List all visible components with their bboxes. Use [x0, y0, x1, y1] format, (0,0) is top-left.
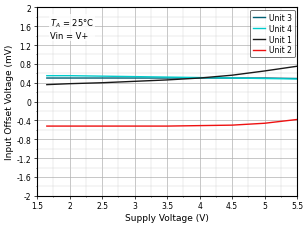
Unit 1 [68, 83, 71, 86]
Unit 3 [165, 77, 169, 80]
Unit 1 [198, 77, 201, 80]
Unit 3 [230, 77, 234, 80]
Unit 2 [198, 125, 201, 127]
Unit 1 [263, 70, 266, 73]
Unit 3 [45, 77, 49, 80]
Unit 2 [100, 125, 104, 128]
Unit 1 [230, 74, 234, 77]
Unit 2 [230, 124, 234, 127]
Unit 2 [45, 125, 49, 128]
Unit 4 [68, 75, 71, 78]
Unit 2 [165, 125, 169, 128]
Line: Unit 2: Unit 2 [47, 120, 297, 126]
Line: Unit 1: Unit 1 [47, 67, 297, 85]
Legend: Unit 3, Unit 4, Unit 1, Unit 2: Unit 3, Unit 4, Unit 1, Unit 2 [250, 11, 295, 58]
Unit 1 [165, 79, 169, 82]
Unit 4 [45, 75, 49, 78]
Unit 4 [100, 75, 104, 78]
Unit 3 [198, 77, 201, 80]
Unit 2 [133, 125, 136, 128]
Unit 1 [133, 81, 136, 83]
Text: $T_A$ = 25°C
Vin = V+: $T_A$ = 25°C Vin = V+ [50, 18, 94, 40]
Y-axis label: Input Offset Voltage (mV): Input Offset Voltage (mV) [5, 45, 14, 160]
Unit 3 [68, 77, 71, 80]
Unit 4 [263, 78, 266, 81]
Unit 1 [100, 82, 104, 85]
Unit 4 [295, 78, 299, 81]
Unit 3 [295, 78, 299, 81]
Unit 4 [230, 77, 234, 80]
Unit 4 [133, 76, 136, 79]
Unit 1 [295, 66, 299, 68]
Unit 2 [263, 122, 266, 125]
Unit 3 [263, 77, 266, 80]
Unit 2 [68, 125, 71, 128]
Line: Unit 4: Unit 4 [47, 76, 297, 80]
Unit 3 [100, 77, 104, 80]
Unit 4 [165, 76, 169, 79]
Unit 3 [133, 77, 136, 80]
Unit 2 [295, 118, 299, 121]
X-axis label: Supply Voltage (V): Supply Voltage (V) [125, 213, 209, 222]
Unit 1 [45, 84, 49, 87]
Unit 4 [198, 77, 201, 80]
